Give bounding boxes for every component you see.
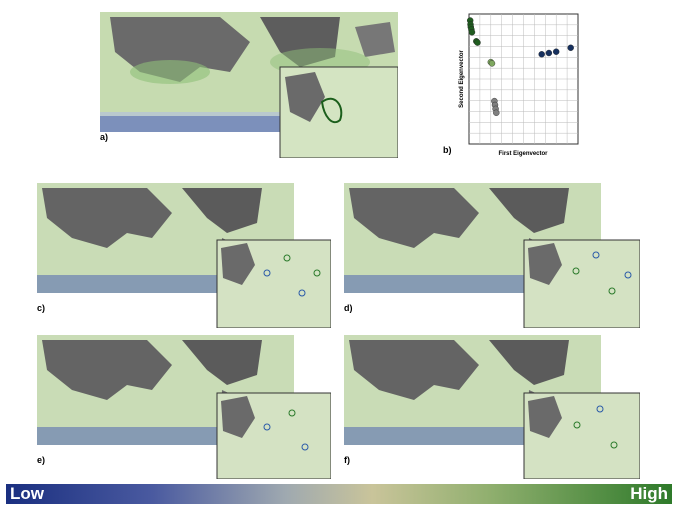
colorbar: Low High	[6, 484, 672, 504]
map-a	[100, 12, 398, 158]
scatter-point	[488, 60, 496, 67]
panel-label-b: b)	[443, 145, 452, 155]
panel-c	[37, 183, 331, 328]
scatter-point	[538, 51, 545, 58]
panel-d	[344, 183, 640, 328]
scatter-point	[468, 29, 476, 36]
panel-a	[100, 12, 398, 158]
panel-label-c: c)	[37, 303, 46, 313]
map-e	[37, 335, 331, 479]
panel-f	[344, 335, 640, 479]
scatter-point	[552, 48, 560, 55]
map-f	[344, 335, 640, 479]
panel-label-f: f)	[344, 455, 350, 465]
scatter-point	[567, 44, 574, 51]
plot-grid	[469, 14, 578, 144]
panel-e	[37, 335, 331, 479]
y-axis-label: Second Eigenvector	[459, 49, 465, 107]
scatter-point	[545, 49, 553, 57]
colorbar-high-label: High	[630, 484, 668, 503]
x-axis-label: First Eigenvector	[498, 151, 548, 157]
panel-label-d: d)	[344, 303, 353, 313]
scatter-plot: First Eigenvector Second Eigenvector	[455, 10, 582, 158]
panel-label-a: a)	[100, 132, 109, 142]
colorbar-low-label: Low	[10, 484, 44, 503]
map-d	[344, 183, 640, 328]
plot-points	[466, 17, 574, 117]
scatter-point	[493, 109, 500, 117]
scatter-point	[474, 39, 481, 46]
map-c	[37, 183, 331, 328]
panel-label-e: e)	[37, 455, 46, 465]
panel-b: First Eigenvector Second Eigenvector	[455, 10, 582, 158]
